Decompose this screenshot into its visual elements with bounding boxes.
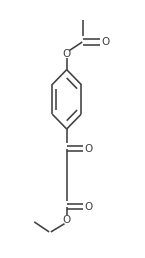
Text: O: O: [63, 215, 71, 225]
Text: O: O: [102, 37, 110, 47]
Text: O: O: [85, 144, 93, 154]
Text: O: O: [85, 202, 93, 212]
Text: O: O: [63, 49, 71, 59]
